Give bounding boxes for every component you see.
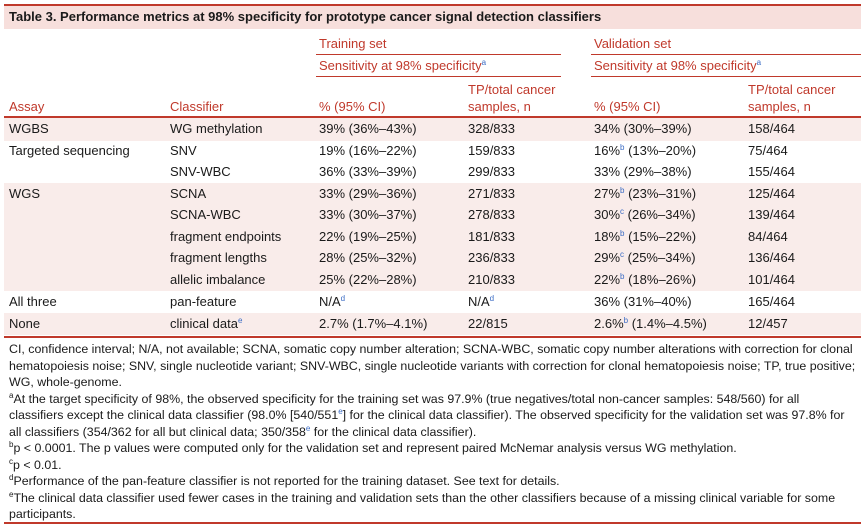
cell-val-sensitivity: 34% (30%–39%): [594, 121, 692, 136]
footnotes: CI, confidence interval; N/A, not availa…: [9, 341, 857, 523]
cell-classifier: SNV-WBC: [170, 164, 231, 179]
cell-val-sensitivity: 29%c (25%–34%): [594, 250, 696, 265]
cell-train-sensitivity: 25% (22%–28%): [319, 272, 417, 287]
header-assay: Assay: [9, 99, 45, 114]
cell-classifier: SCNA: [170, 186, 207, 201]
cell-val-tp: 12/457: [748, 316, 788, 331]
header-bottom-rule: [4, 116, 861, 118]
cell-train-tp: 328/833: [468, 121, 515, 136]
cell-train-tp: 236/833: [468, 250, 515, 265]
metrics-table: Training set Validation set Sensitivity …: [4, 29, 861, 528]
cell-train-sensitivity: 19% (16%–22%): [319, 143, 417, 158]
cell-train-tp: 159/833: [468, 143, 515, 158]
cell-classifier: SNV: [170, 143, 197, 158]
band-wgs: [4, 183, 861, 291]
header-pct-validation: % (95% CI): [594, 99, 661, 114]
cell-classifier: fragment endpoints: [170, 229, 282, 244]
cell-train-tp: N/Ad: [468, 294, 495, 309]
cell-val-sensitivity: 2.6%b (1.4%–4.5%): [594, 316, 707, 331]
cell-assay: None: [9, 316, 41, 331]
cell-assay: Targeted sequencing: [9, 143, 130, 158]
cell-val-tp: 139/464: [748, 207, 795, 222]
cell-classifier: fragment lengths: [170, 250, 267, 265]
header-divider-sens-training: [316, 76, 561, 77]
cell-val-sensitivity: 18%b (15%–22%): [594, 229, 697, 244]
cell-val-tp: 136/464: [748, 250, 795, 265]
cell-train-tp: 181/833: [468, 229, 515, 244]
footnote-e: eThe clinical data classifier used fewer…: [9, 489, 836, 521]
cell-val-sensitivity: 22%b (18%–26%): [594, 272, 697, 287]
header-tp-training-1: TP/total cancer: [468, 82, 556, 97]
cell-train-sensitivity: 28% (25%–32%): [319, 250, 417, 265]
table-title: Table 3. Performance metrics at 98% spec…: [4, 4, 861, 29]
header-classifier: Classifier: [170, 99, 224, 114]
footnote-d: dPerformance of the pan-feature classifi…: [9, 473, 560, 489]
header-validation-set: Validation set: [594, 36, 672, 51]
cell-assay: WGBS: [9, 121, 49, 136]
cell-train-tp: 299/833: [468, 164, 515, 179]
cell-train-sensitivity: 33% (30%–37%): [319, 207, 417, 222]
cell-assay: All three: [9, 294, 57, 309]
footnote-a: aAt the target specificity of 98%, the o…: [9, 390, 845, 439]
cell-train-tp: 278/833: [468, 207, 515, 222]
header-sensitivity-validation: Sensitivity at 98% specificitya: [594, 58, 762, 73]
cell-classifier: WG methylation: [170, 121, 263, 136]
cell-train-tp: 210/833: [468, 272, 515, 287]
cell-val-tp: 84/464: [748, 229, 788, 244]
cell-val-tp: 75/464: [748, 143, 788, 158]
band-none: [4, 313, 861, 335]
cell-val-tp: 165/464: [748, 294, 795, 309]
cell-val-tp: 158/464: [748, 121, 795, 136]
cell-train-sensitivity: 39% (36%–43%): [319, 121, 417, 136]
cell-val-tp: 101/464: [748, 272, 795, 287]
header-sensitivity-training: Sensitivity at 98% specificitya: [319, 58, 487, 73]
cell-train-tp: 271/833: [468, 186, 515, 201]
header-tp-training-2: samples, n: [468, 99, 531, 114]
cell-classifier: clinical datae: [170, 316, 243, 331]
cell-assay: WGS: [9, 186, 41, 201]
cell-val-sensitivity: 16%b (13%–20%): [594, 143, 697, 158]
cell-train-sensitivity: N/Ad: [319, 294, 346, 309]
footnote-c: cp < 0.01.: [9, 456, 62, 472]
cell-classifier: allelic imbalance: [170, 272, 266, 287]
cell-val-tp: 125/464: [748, 186, 795, 201]
cell-val-tp: 155/464: [748, 164, 795, 179]
cell-val-sensitivity: 33% (29%–38%): [594, 164, 692, 179]
cell-val-sensitivity: 30%c (26%–34%): [594, 207, 696, 222]
cell-train-sensitivity: 36% (33%–39%): [319, 164, 417, 179]
header-tp-validation-1: TP/total cancer: [748, 82, 836, 97]
header-pct-training: % (95% CI): [319, 99, 386, 114]
footnote-abbreviations: CI, confidence interval; N/A, not availa…: [9, 342, 856, 389]
band-wgbs: [4, 118, 861, 141]
cell-classifier: pan-feature: [170, 294, 237, 309]
header-training-set: Training set: [319, 36, 387, 51]
header-divider-training: [316, 54, 561, 55]
table-bottom-rule: [4, 336, 861, 338]
header-divider-validation: [591, 54, 861, 55]
footer-bottom-rule: [4, 522, 861, 524]
cell-train-sensitivity: 22% (19%–25%): [319, 229, 417, 244]
cell-train-sensitivity: 2.7% (1.7%–4.1%): [319, 316, 428, 331]
cell-classifier: SCNA-WBC: [170, 207, 241, 222]
cell-val-sensitivity: 27%b (23%–31%): [594, 186, 697, 201]
cell-train-sensitivity: 33% (29%–36%): [319, 186, 417, 201]
cell-train-tp: 22/815: [468, 316, 508, 331]
header-divider-sens-validation: [591, 76, 861, 77]
footnote-b: bp < 0.0001. The p values were computed …: [9, 440, 737, 456]
cell-val-sensitivity: 36% (31%–40%): [594, 294, 692, 309]
header-tp-validation-2: samples, n: [748, 99, 811, 114]
